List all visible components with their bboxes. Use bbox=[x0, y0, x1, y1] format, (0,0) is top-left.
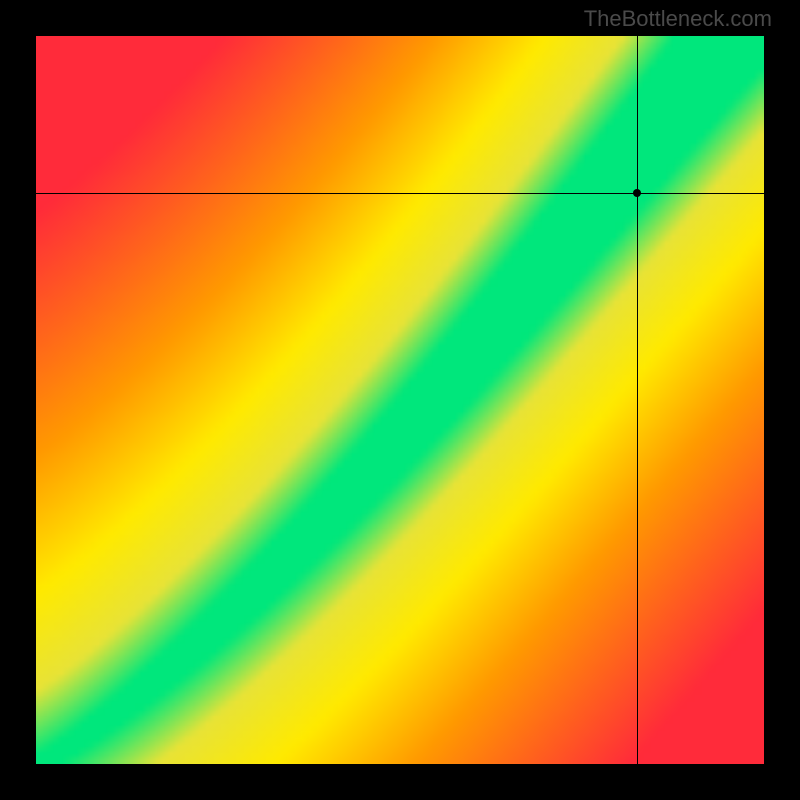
crosshair-horizontal bbox=[36, 193, 764, 194]
marker-dot bbox=[633, 189, 641, 197]
heatmap-chart bbox=[36, 36, 764, 764]
crosshair-vertical bbox=[637, 36, 638, 764]
watermark-text: TheBottleneck.com bbox=[584, 6, 772, 32]
heatmap-canvas bbox=[36, 36, 764, 764]
